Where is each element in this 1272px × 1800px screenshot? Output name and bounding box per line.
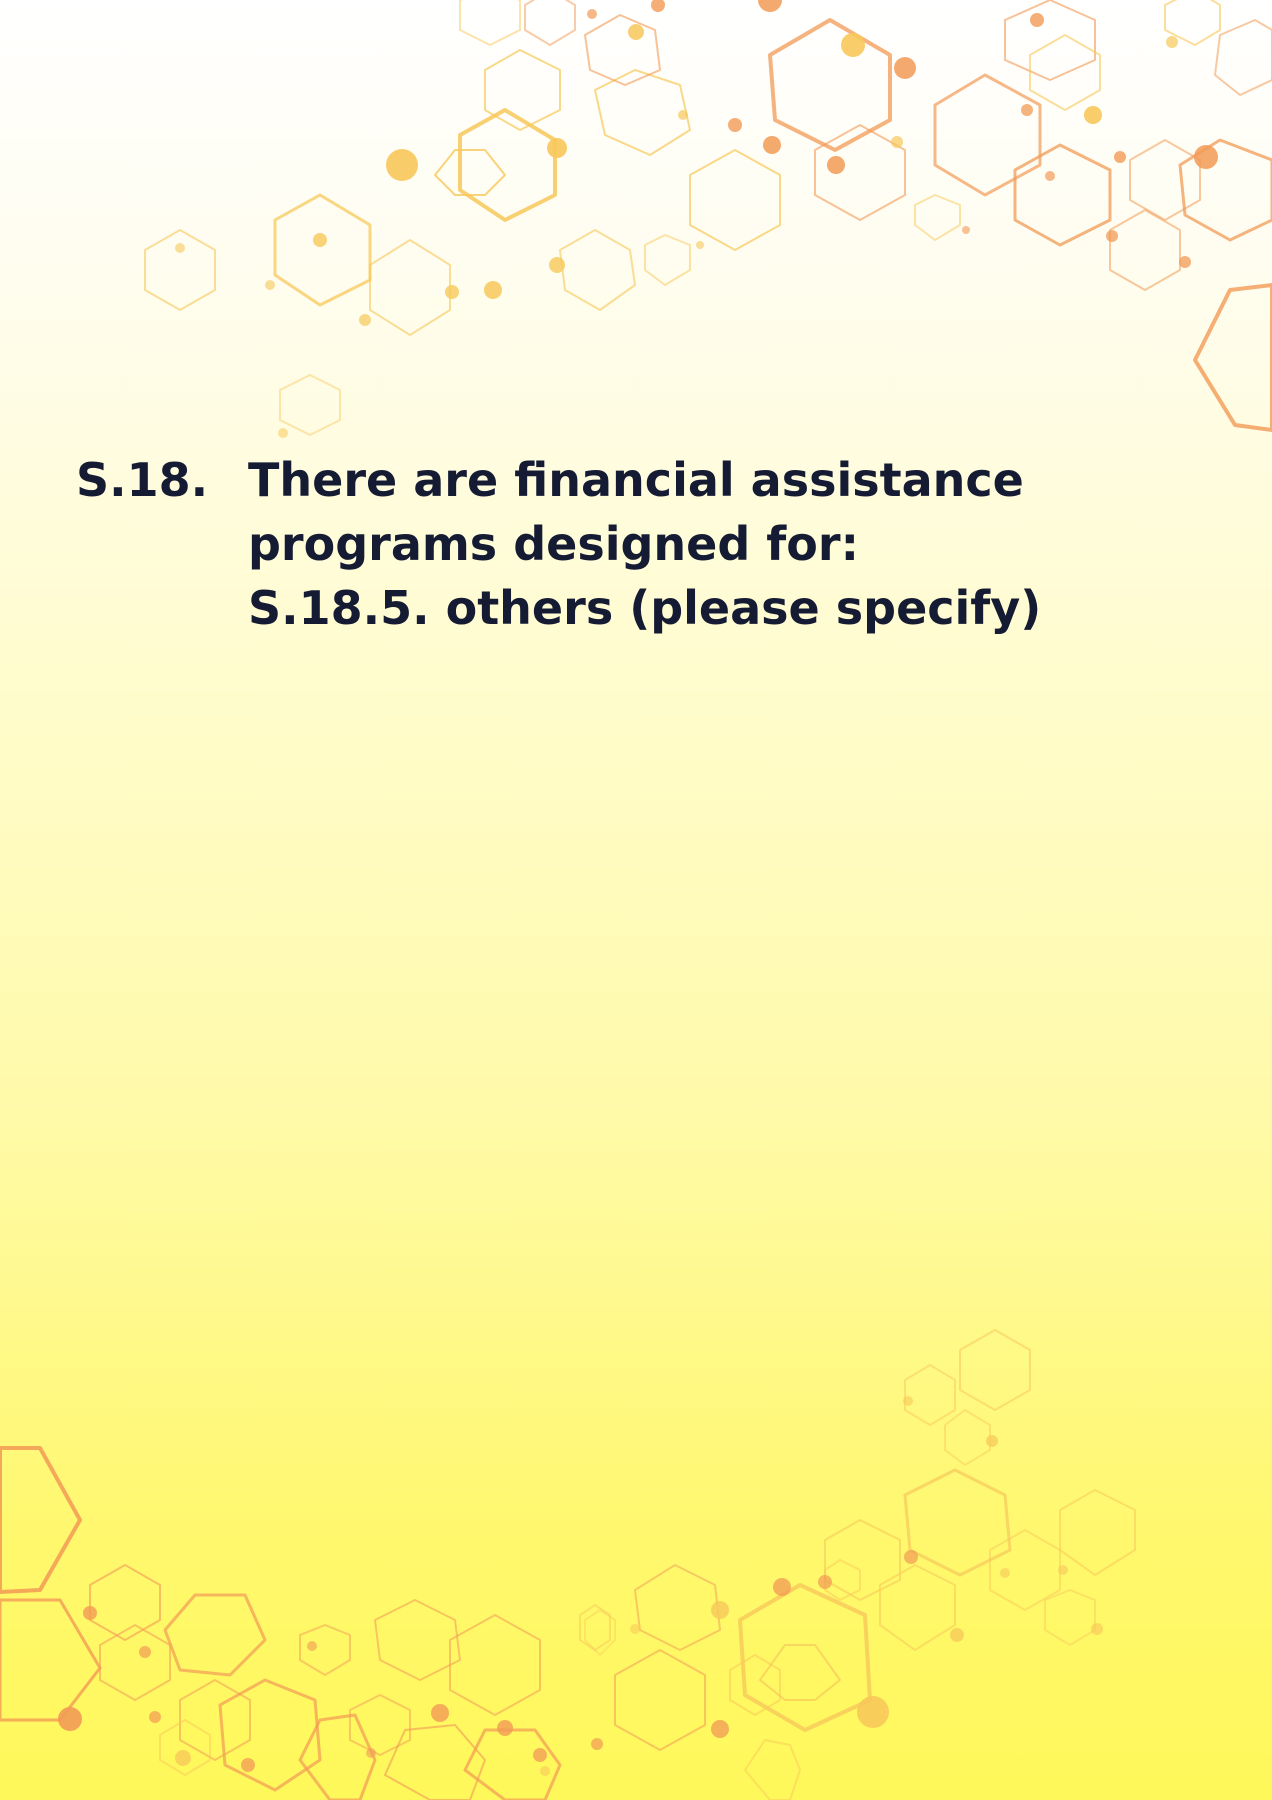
hexagon-pattern-top <box>144 0 1272 438</box>
question-line: There are financial assistance <box>248 453 1024 507</box>
hexagon-pattern-bottom <box>0 1329 1136 1800</box>
question-line: S.18.5. others (please specify) <box>248 581 1042 635</box>
question-number: S.18. <box>76 453 209 507</box>
question-text: There are financial assistance programs … <box>248 448 1068 640</box>
question-line: programs designed for: <box>248 517 859 571</box>
